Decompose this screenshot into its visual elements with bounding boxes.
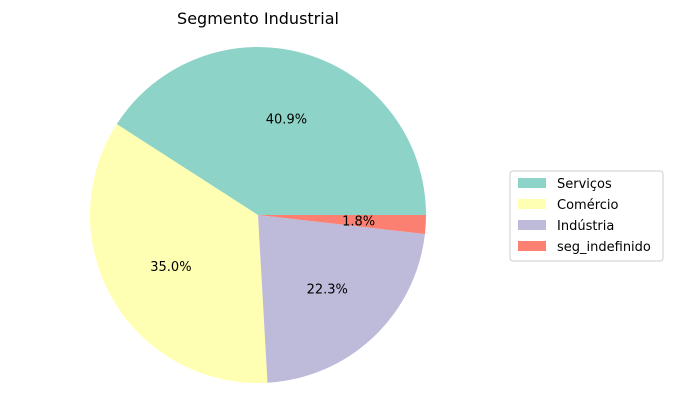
pie-slice-3 xyxy=(258,215,425,383)
legend: Serviços Comércio Indústria seg_indefinido xyxy=(509,170,664,262)
legend-label: Comércio xyxy=(557,198,619,213)
legend-swatch xyxy=(518,178,546,188)
slice-percent-label: 40.9% xyxy=(266,112,307,127)
pie-slice-4 xyxy=(258,215,427,234)
legend-label: Serviços xyxy=(557,177,612,192)
legend-swatch xyxy=(518,199,546,209)
chart-title: Segmento Industrial xyxy=(177,9,339,28)
pie-slices xyxy=(90,46,427,384)
slice-percent-label: 1.8% xyxy=(342,215,375,230)
slice-percent-label: 35.0% xyxy=(150,260,191,275)
slice-percent-label: 22.3% xyxy=(307,282,348,297)
legend-label: Indústria xyxy=(557,219,614,234)
percent-labels: 40.9% 35.0% 22.3% 1.8% xyxy=(150,112,375,297)
legend-swatch xyxy=(518,241,546,251)
pie-slice-2 xyxy=(90,124,268,384)
legend-label: seg_indefinido xyxy=(557,240,651,255)
pie-slice-1 xyxy=(116,46,426,215)
legend-frame xyxy=(509,170,664,262)
legend-swatch xyxy=(518,220,546,230)
